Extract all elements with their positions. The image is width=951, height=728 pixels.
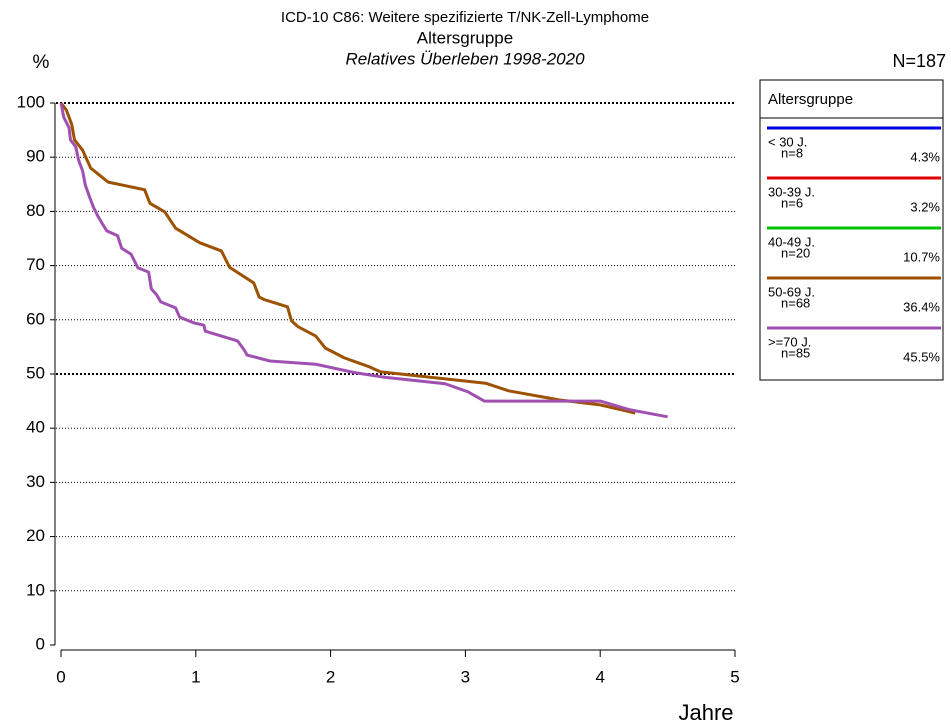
legend-share: 4.3% xyxy=(910,149,940,164)
survival-line xyxy=(59,102,668,419)
y-tick-label: 10 xyxy=(26,580,45,599)
legend-count: n=85 xyxy=(781,345,810,360)
legend-share: 3.2% xyxy=(910,199,940,214)
chart-title: ICD-10 C86: Weitere spezifizierte T/NK-Z… xyxy=(281,9,649,26)
legend-count: n=6 xyxy=(781,195,803,210)
x-tick-label: 4 xyxy=(595,667,604,686)
x-tick-label: 2 xyxy=(326,667,335,686)
legend-title: Altersgruppe xyxy=(768,91,853,108)
total-label: N=187 xyxy=(892,51,946,71)
y-tick-label: 90 xyxy=(26,147,45,166)
survival-line xyxy=(59,102,636,415)
chart-subtitle: Relatives Überleben 1998-2020 xyxy=(345,49,585,68)
y-axis-label: % xyxy=(33,52,50,73)
y-tick-label: 60 xyxy=(26,309,45,328)
y-tick-label: 50 xyxy=(26,363,45,382)
y-tick-label: 40 xyxy=(26,418,45,437)
x-tick-label: 5 xyxy=(730,667,739,686)
legend-label: < 30 J. xyxy=(768,134,807,149)
x-axis-label: Jahre xyxy=(678,700,733,725)
y-tick-label: 70 xyxy=(26,255,45,274)
chart-subtitle: Altersgruppe xyxy=(417,28,513,47)
legend-label: 30-39 J. xyxy=(768,184,815,199)
legend-share: 10.7% xyxy=(903,249,940,264)
legend-count: n=20 xyxy=(781,245,810,260)
legend-share: 45.5% xyxy=(903,349,940,364)
x-tick-label: 3 xyxy=(461,667,470,686)
x-tick-label: 0 xyxy=(56,667,65,686)
legend-label: 40-49 J. xyxy=(768,234,815,249)
legend-count: n=8 xyxy=(781,145,803,160)
legend-share: 36.4% xyxy=(903,299,940,314)
legend-label: >=70 J. xyxy=(768,334,811,349)
y-tick-label: 80 xyxy=(26,201,45,220)
y-tick-label: 20 xyxy=(26,526,45,545)
legend-count: n=68 xyxy=(781,295,810,310)
x-tick-label: 1 xyxy=(191,667,200,686)
y-tick-label: 100 xyxy=(17,92,45,111)
legend-label: 50-69 J. xyxy=(768,284,815,299)
y-tick-label: 30 xyxy=(26,472,45,491)
legend-box xyxy=(759,79,944,381)
y-tick-label: 0 xyxy=(36,634,45,653)
